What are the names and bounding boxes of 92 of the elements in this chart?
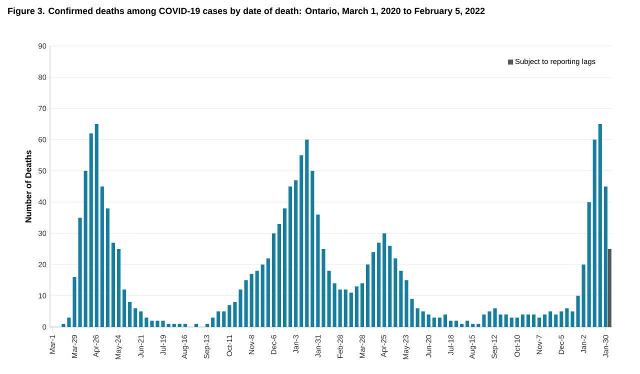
bar <box>89 133 93 327</box>
bar <box>194 324 198 327</box>
bar <box>482 314 486 327</box>
bar <box>266 258 270 327</box>
bar <box>161 320 165 327</box>
bar <box>454 320 458 327</box>
bar <box>432 318 436 327</box>
bar <box>587 202 591 327</box>
bar <box>222 311 226 327</box>
bar <box>520 314 524 327</box>
bar <box>372 252 376 327</box>
bar <box>116 248 121 327</box>
bar <box>416 308 420 327</box>
bar <box>305 140 309 327</box>
bar <box>526 314 530 327</box>
bar <box>211 318 215 327</box>
bar <box>504 314 508 327</box>
bar <box>134 308 138 327</box>
bar <box>244 280 248 327</box>
bar <box>592 140 596 327</box>
bar <box>144 318 148 327</box>
bar <box>233 302 237 327</box>
bar <box>139 311 143 327</box>
bar <box>294 180 298 327</box>
bar <box>178 324 182 327</box>
bar <box>260 264 264 327</box>
bar <box>288 186 292 327</box>
bar <box>216 311 220 327</box>
bar <box>532 314 536 327</box>
bar <box>598 124 602 327</box>
bar <box>560 311 564 327</box>
bar <box>421 311 425 327</box>
bar <box>543 314 547 327</box>
bar <box>349 292 353 327</box>
bar <box>338 290 342 327</box>
chart-title: Figure 3. Confirmed deaths among COVID-19 cases by date of death: Ontario, March 1, 2020 to February 5, 2022 <box>8 8 485 16</box>
bar <box>84 170 88 327</box>
bar <box>554 314 558 327</box>
bar <box>228 305 232 327</box>
bar <box>282 208 287 327</box>
bar <box>608 248 612 327</box>
bar <box>300 155 304 327</box>
bar <box>548 311 552 327</box>
bar <box>272 233 276 327</box>
bar <box>316 214 320 327</box>
bar <box>310 170 314 327</box>
bar <box>360 283 364 327</box>
bar <box>443 314 447 327</box>
bar <box>94 124 98 327</box>
bar <box>111 242 116 327</box>
bar <box>538 318 542 327</box>
bar <box>515 318 519 327</box>
bar <box>498 314 502 327</box>
bar <box>106 208 110 327</box>
bar <box>604 186 608 327</box>
bar <box>426 314 430 327</box>
bar <box>344 290 348 327</box>
bar <box>466 320 470 327</box>
bar <box>62 324 66 327</box>
bar <box>277 224 282 327</box>
y-axis-title: Number of Deaths <box>25 150 32 222</box>
bar <box>354 286 358 327</box>
bar <box>327 270 331 327</box>
bar <box>183 324 187 327</box>
bar <box>565 308 569 327</box>
bar <box>78 218 82 327</box>
bar <box>122 290 126 327</box>
bar <box>172 324 176 327</box>
bar <box>382 233 386 327</box>
bar <box>166 324 170 327</box>
bar <box>150 320 154 327</box>
bar <box>322 248 326 327</box>
bar <box>377 242 381 327</box>
bar <box>366 264 370 327</box>
bar <box>156 320 160 327</box>
bar <box>460 324 464 327</box>
bar <box>394 258 398 327</box>
bar <box>100 186 104 327</box>
bar <box>438 318 442 327</box>
bar <box>128 302 132 327</box>
bar <box>448 320 453 327</box>
bar <box>388 246 392 327</box>
bar <box>332 283 336 327</box>
bar <box>250 274 254 327</box>
bar <box>476 324 480 327</box>
bar <box>471 324 475 327</box>
bar <box>510 318 514 327</box>
bar <box>206 324 210 327</box>
bar <box>255 270 259 327</box>
bar <box>399 270 403 327</box>
bar <box>582 264 586 327</box>
bar <box>238 290 242 327</box>
